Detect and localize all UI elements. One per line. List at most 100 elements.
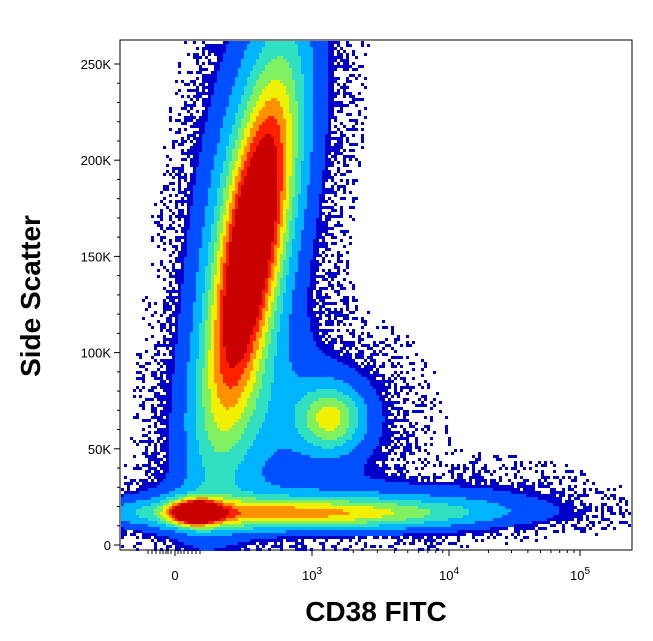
- density-cell: [226, 65, 229, 68]
- density-cell: [226, 59, 229, 62]
- density-cell: [328, 125, 331, 128]
- density-cell: [337, 62, 340, 65]
- density-cell: [229, 242, 232, 245]
- density-cell: [289, 203, 292, 206]
- density-cell: [253, 227, 256, 230]
- density-cell: [226, 62, 229, 65]
- density-cell: [241, 83, 244, 86]
- density-cell: [190, 305, 193, 308]
- density-cell: [175, 230, 178, 233]
- density-cell: [280, 92, 283, 95]
- density-cell: [331, 236, 334, 239]
- density-cell: [205, 191, 208, 194]
- density-cell: [325, 320, 328, 323]
- density-cell: [289, 83, 292, 86]
- density-cell: [352, 119, 355, 122]
- density-cell: [208, 230, 211, 233]
- density-cell: [250, 185, 253, 188]
- density-cell: [262, 278, 265, 281]
- density-cell: [241, 176, 244, 179]
- density-cell: [310, 149, 313, 152]
- density-cell: [232, 305, 235, 308]
- density-cell: [286, 143, 289, 146]
- density-cell: [277, 140, 280, 143]
- density-cell: [319, 233, 322, 236]
- density-cell: [316, 107, 319, 110]
- density-cell: [241, 263, 244, 266]
- density-cell: [253, 125, 256, 128]
- density-cell: [295, 236, 298, 239]
- density-cell: [223, 254, 226, 257]
- density-cell: [289, 104, 292, 107]
- density-cell: [316, 230, 319, 233]
- density-cell: [337, 161, 340, 164]
- density-cell: [205, 278, 208, 281]
- density-cell: [313, 209, 316, 212]
- density-cell: [253, 131, 256, 134]
- density-cell: [274, 116, 277, 119]
- density-cell: [211, 44, 214, 47]
- density-cell: [175, 257, 178, 260]
- density-cell: [244, 308, 247, 311]
- density-cell: [190, 233, 193, 236]
- density-cell: [280, 296, 283, 299]
- density-cell: [235, 152, 238, 155]
- density-cell: [307, 116, 310, 119]
- density-cell: [340, 134, 343, 137]
- density-cell: [205, 47, 208, 50]
- density-cell: [268, 194, 271, 197]
- density-cell: [244, 191, 247, 194]
- density-cell: [220, 98, 223, 101]
- density-cell: [181, 317, 184, 320]
- density-cell: [256, 320, 259, 323]
- density-cell: [301, 92, 304, 95]
- density-cell: [256, 44, 259, 47]
- density-cell: [235, 227, 238, 230]
- density-cell: [145, 296, 148, 299]
- density-cell: [196, 311, 199, 314]
- density-cell: [226, 170, 229, 173]
- density-cell: [232, 287, 235, 290]
- density-cell: [301, 107, 304, 110]
- density-cell: [220, 242, 223, 245]
- density-cell: [271, 200, 274, 203]
- density-cell: [307, 194, 310, 197]
- density-cell: [295, 86, 298, 89]
- density-cell: [328, 77, 331, 80]
- density-cell: [337, 260, 340, 263]
- density-cell: [274, 182, 277, 185]
- density-cell: [226, 182, 229, 185]
- density-cell: [310, 44, 313, 47]
- density-cell: [169, 209, 172, 212]
- density-cell: [190, 89, 193, 92]
- density-cell: [196, 140, 199, 143]
- density-cell: [196, 224, 199, 227]
- density-cell: [280, 41, 283, 44]
- density-cell: [199, 263, 202, 266]
- density-cell: [244, 98, 247, 101]
- density-cell: [343, 68, 346, 71]
- density-cell: [283, 185, 286, 188]
- density-cell: [238, 314, 241, 317]
- density-cell: [325, 158, 328, 161]
- density-cell: [235, 221, 238, 224]
- density-cell: [274, 230, 277, 233]
- density-cell: [235, 53, 238, 56]
- density-cell: [196, 143, 199, 146]
- density-cell: [199, 143, 202, 146]
- density-cell: [214, 302, 217, 305]
- density-cell: [247, 302, 250, 305]
- density-cell: [250, 80, 253, 83]
- density-cell: [247, 158, 250, 161]
- density-cell: [226, 293, 229, 296]
- density-cell: [223, 41, 226, 44]
- density-cell: [310, 239, 313, 242]
- density-cell: [214, 110, 217, 113]
- density-cell: [346, 77, 349, 80]
- density-cell: [226, 302, 229, 305]
- density-cell: [346, 65, 349, 68]
- density-cell: [259, 269, 262, 272]
- density-cell: [301, 71, 304, 74]
- density-cell: [358, 98, 361, 101]
- density-cell: [172, 176, 175, 179]
